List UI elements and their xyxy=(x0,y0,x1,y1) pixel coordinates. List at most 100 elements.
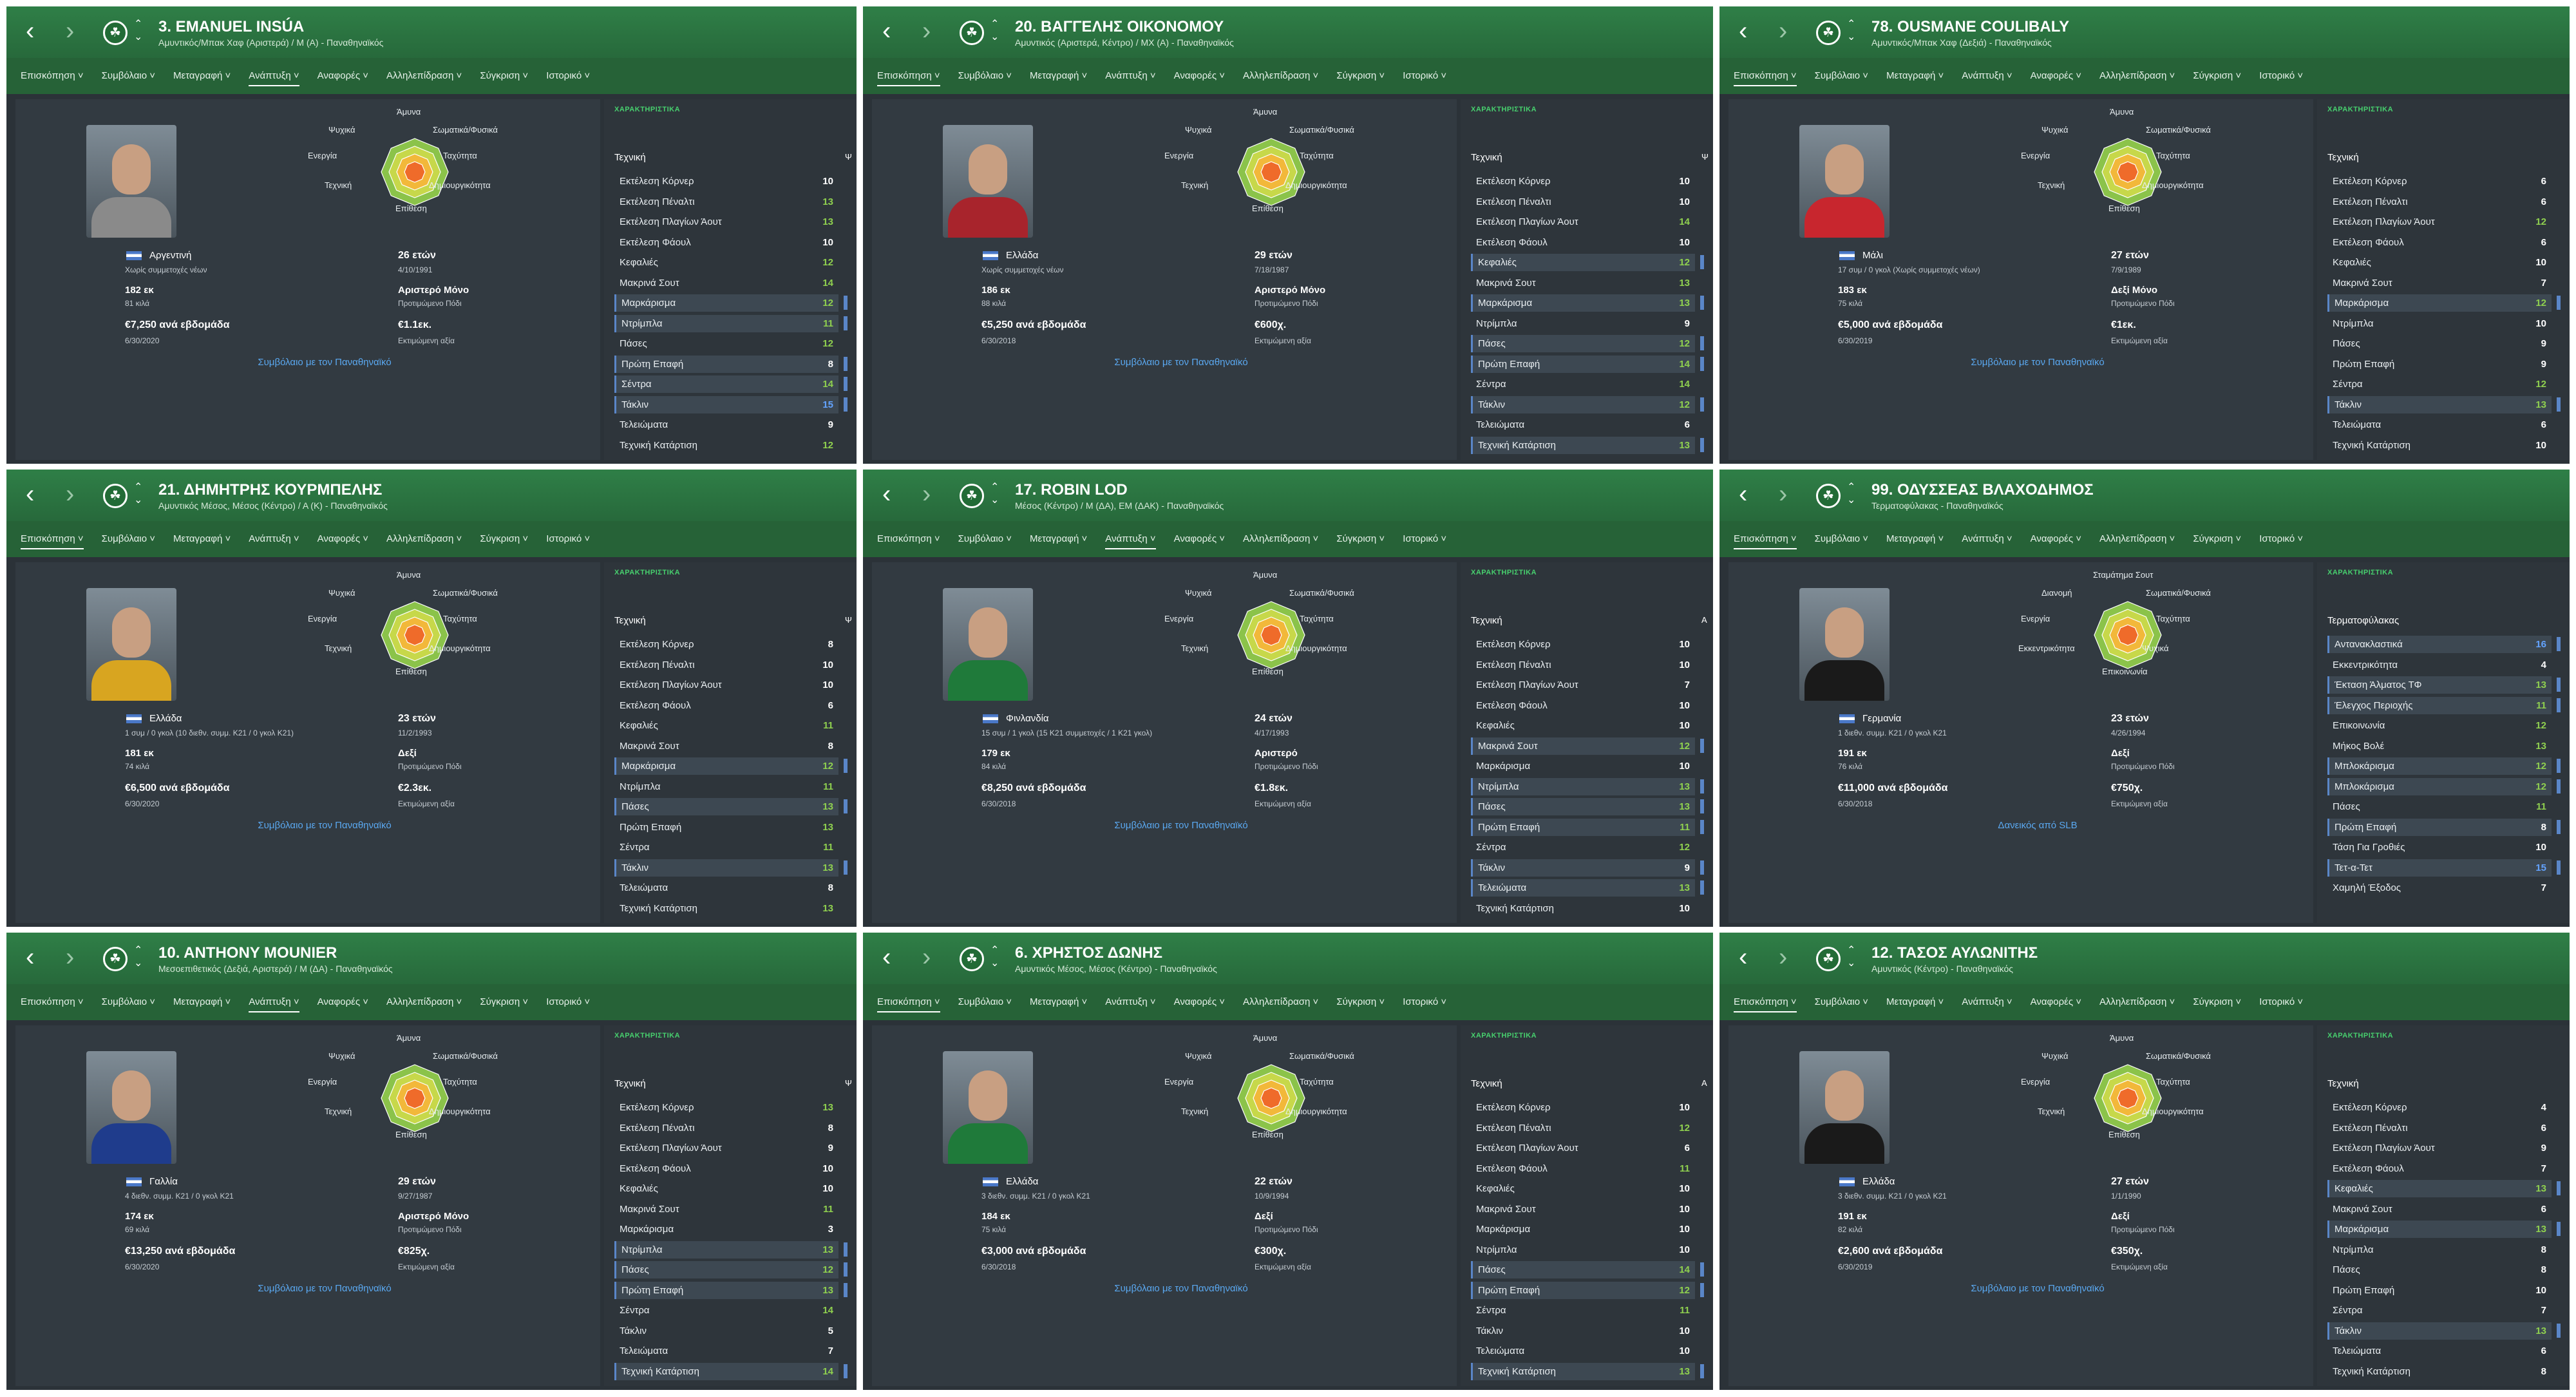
back-arrow-icon[interactable]: ‹ xyxy=(26,943,35,971)
tab-5[interactable]: Αναφορές ˅ xyxy=(1173,996,1225,1007)
contract-link[interactable]: Συμβόλαιο με τον Παναθηναϊκό xyxy=(1971,1283,2105,1294)
tab-7[interactable]: Σύγκριση ˅ xyxy=(480,533,529,544)
attribute-row[interactable]: Εκτέλεση Κόρνερ 4 xyxy=(2327,1099,2552,1116)
tab-3[interactable]: Μεταγραφή ˅ xyxy=(1029,996,1088,1007)
club-crest-icon[interactable]: ☘ xyxy=(103,484,128,508)
attribute-row[interactable]: Τεχνική Κατάρτιση 10 xyxy=(2327,437,2552,454)
attribute-row[interactable]: Τεχνική Κατάρτιση 12 xyxy=(614,437,838,454)
attribute-row[interactable]: Εκτέλεση Φάουλ 10 xyxy=(614,234,838,251)
club-crest-icon[interactable]: ☘ xyxy=(1816,484,1841,508)
club-crest-icon[interactable]: ☘ xyxy=(960,21,984,45)
attribute-row[interactable]: Εκτέλεση Πλαγίων Άουτ 14 xyxy=(1471,213,1695,231)
tab-3[interactable]: Μεταγραφή ˅ xyxy=(173,996,231,1007)
attribute-row[interactable]: Μακρινά Σουτ 11 xyxy=(614,1201,838,1218)
attribute-row[interactable]: Τεχνική Κατάρτιση 13 xyxy=(1471,1362,1695,1380)
attribute-row[interactable]: Τάκλιν 10 xyxy=(1471,1322,1695,1340)
back-arrow-icon[interactable]: ‹ xyxy=(882,480,891,508)
forward-arrow-icon[interactable]: › xyxy=(66,17,75,45)
tab-3[interactable]: Μεταγραφή ˅ xyxy=(173,70,231,81)
attribute-row[interactable]: Κεφαλιές 10 xyxy=(1471,717,1695,734)
contract-link[interactable]: Συμβόλαιο με τον Παναθηναϊκό xyxy=(1114,820,1248,831)
forward-arrow-icon[interactable]: › xyxy=(922,480,931,508)
attribute-row[interactable]: Εκτέλεση Κόρνερ 10 xyxy=(1471,1099,1695,1116)
tab-6[interactable]: Αλληλεπίδραση ˅ xyxy=(386,533,462,544)
attribute-row[interactable]: Εκτέλεση Πέναλτι 10 xyxy=(1471,656,1695,674)
contract-link[interactable]: Συμβόλαιο με τον Παναθηναϊκό xyxy=(1114,1283,1248,1294)
attribute-row[interactable]: Εκτέλεση Κόρνερ 10 xyxy=(1471,636,1695,653)
tab-1[interactable]: Επισκόπηση ˅ xyxy=(1734,66,1797,86)
attribute-row[interactable]: Ντρίμπλα 8 xyxy=(2327,1241,2552,1259)
contract-link[interactable]: Συμβόλαιο με τον Παναθηναϊκό xyxy=(258,820,392,831)
tab-7[interactable]: Σύγκριση ˅ xyxy=(480,996,529,1007)
attribute-row[interactable]: Τελειώματα 10 xyxy=(1471,1342,1695,1360)
attribute-row[interactable]: Αντανακλαστικά 16 xyxy=(2327,636,2552,653)
tab-1[interactable]: Επισκόπηση ˅ xyxy=(21,529,84,549)
contract-link[interactable]: Δανεικός από SLB xyxy=(1998,820,2078,831)
tab-5[interactable]: Αναφορές ˅ xyxy=(2030,70,2081,81)
attribute-row[interactable]: Μακρινά Σουτ 12 xyxy=(1471,737,1695,755)
attribute-row[interactable]: Εκτέλεση Πέναλτι 10 xyxy=(1471,193,1695,211)
attribute-row[interactable]: Εκτέλεση Κόρνερ 13 xyxy=(614,1099,838,1116)
attribute-row[interactable]: Σέντρα 14 xyxy=(614,375,838,393)
tab-7[interactable]: Σύγκριση ˅ xyxy=(1336,533,1385,544)
tab-2[interactable]: Συμβόλαιο ˅ xyxy=(101,533,155,544)
tab-5[interactable]: Αναφορές ˅ xyxy=(317,996,368,1007)
attribute-row[interactable]: Τελειώματα 6 xyxy=(2327,416,2552,433)
attribute-row[interactable]: Πρώτη Επαφή 13 xyxy=(614,1281,838,1299)
attribute-row[interactable]: Τελειώματα 7 xyxy=(614,1342,838,1360)
attribute-row[interactable]: Μαρκάρισμα 12 xyxy=(2327,294,2552,312)
tab-8[interactable]: Ιστορικό ˅ xyxy=(546,533,591,544)
attribute-row[interactable]: Σέντρα 11 xyxy=(614,839,838,856)
forward-arrow-icon[interactable]: › xyxy=(1779,17,1788,45)
attribute-row[interactable]: Τάκλιν 9 xyxy=(1471,859,1695,877)
attribute-row[interactable]: Πάσες 13 xyxy=(1471,798,1695,815)
player-cycle-icon[interactable]: ⌃ ⌄ xyxy=(134,482,143,506)
tab-6[interactable]: Αλληλεπίδραση ˅ xyxy=(1243,533,1319,544)
tab-8[interactable]: Ιστορικό ˅ xyxy=(2259,996,2304,1007)
back-arrow-icon[interactable]: ‹ xyxy=(1739,480,1748,508)
contract-link[interactable]: Συμβόλαιο με τον Παναθηναϊκό xyxy=(258,1283,392,1294)
tab-4[interactable]: Ανάπτυξη ˅ xyxy=(1962,996,2012,1007)
back-arrow-icon[interactable]: ‹ xyxy=(26,17,35,45)
tab-2[interactable]: Συμβόλαιο ˅ xyxy=(1814,533,1868,544)
attribute-row[interactable]: Εκτέλεση Κόρνερ 8 xyxy=(614,636,838,653)
contract-link[interactable]: Συμβόλαιο με τον Παναθηναϊκό xyxy=(1114,357,1248,368)
tab-4[interactable]: Ανάπτυξη ˅ xyxy=(249,66,299,86)
attribute-row[interactable]: Ντρίμπλα 13 xyxy=(614,1240,838,1259)
forward-arrow-icon[interactable]: › xyxy=(922,17,931,45)
attribute-row[interactable]: Εκκεντρικότητα 4 xyxy=(2327,656,2552,674)
attribute-row[interactable]: Χαμηλή Έξοδος 7 xyxy=(2327,879,2552,897)
club-crest-icon[interactable]: ☘ xyxy=(103,21,128,45)
attribute-row[interactable]: Ντρίμπλα 9 xyxy=(1471,315,1695,332)
tab-7[interactable]: Σύγκριση ˅ xyxy=(2193,70,2242,81)
attribute-row[interactable]: Τεχνική Κατάρτιση 10 xyxy=(1471,900,1695,917)
tab-8[interactable]: Ιστορικό ˅ xyxy=(546,70,591,81)
tab-8[interactable]: Ιστορικό ˅ xyxy=(1403,996,1447,1007)
attribute-row[interactable]: Σέντρα 12 xyxy=(1471,839,1695,856)
forward-arrow-icon[interactable]: › xyxy=(1779,943,1788,971)
tab-7[interactable]: Σύγκριση ˅ xyxy=(480,70,529,81)
attribute-row[interactable]: Τάκλιν 13 xyxy=(2327,1322,2552,1340)
tab-2[interactable]: Συμβόλαιο ˅ xyxy=(101,70,155,81)
attribute-row[interactable]: Μαρκάρισμα 13 xyxy=(2327,1221,2552,1238)
tab-8[interactable]: Ιστορικό ˅ xyxy=(2259,70,2304,81)
attribute-row[interactable]: Εκτέλεση Πλαγίων Άουτ 7 xyxy=(1471,676,1695,694)
forward-arrow-icon[interactable]: › xyxy=(922,943,931,971)
attribute-row[interactable]: Πάσες 9 xyxy=(2327,335,2552,352)
player-cycle-icon[interactable]: ⌃ ⌄ xyxy=(134,19,143,43)
club-crest-icon[interactable]: ☘ xyxy=(1816,21,1841,45)
attribute-row[interactable]: Ντρίμπλα 11 xyxy=(614,314,838,332)
attribute-row[interactable]: Μαρκάρισμα 12 xyxy=(614,757,838,775)
attribute-row[interactable]: Μακρινά Σουτ 14 xyxy=(614,274,838,292)
attribute-row[interactable]: Εκτέλεση Φάουλ 10 xyxy=(1471,697,1695,714)
attribute-row[interactable]: Τάκλιν 13 xyxy=(2327,395,2552,413)
contract-link[interactable]: Συμβόλαιο με τον Παναθηναϊκό xyxy=(1971,357,2105,368)
attribute-row[interactable]: Εκτέλεση Φάουλ 10 xyxy=(1471,234,1695,251)
tab-7[interactable]: Σύγκριση ˅ xyxy=(1336,70,1385,81)
tab-1[interactable]: Επισκόπηση ˅ xyxy=(1734,529,1797,549)
player-cycle-icon[interactable]: ⌃ ⌄ xyxy=(134,945,143,969)
attribute-row[interactable]: Μαρκάρισμα 12 xyxy=(614,294,838,312)
attribute-row[interactable]: Κεφαλιές 10 xyxy=(614,1180,838,1197)
attribute-row[interactable]: Μακρινά Σουτ 7 xyxy=(2327,274,2552,292)
attribute-row[interactable]: Μακρινά Σουτ 13 xyxy=(1471,274,1695,292)
